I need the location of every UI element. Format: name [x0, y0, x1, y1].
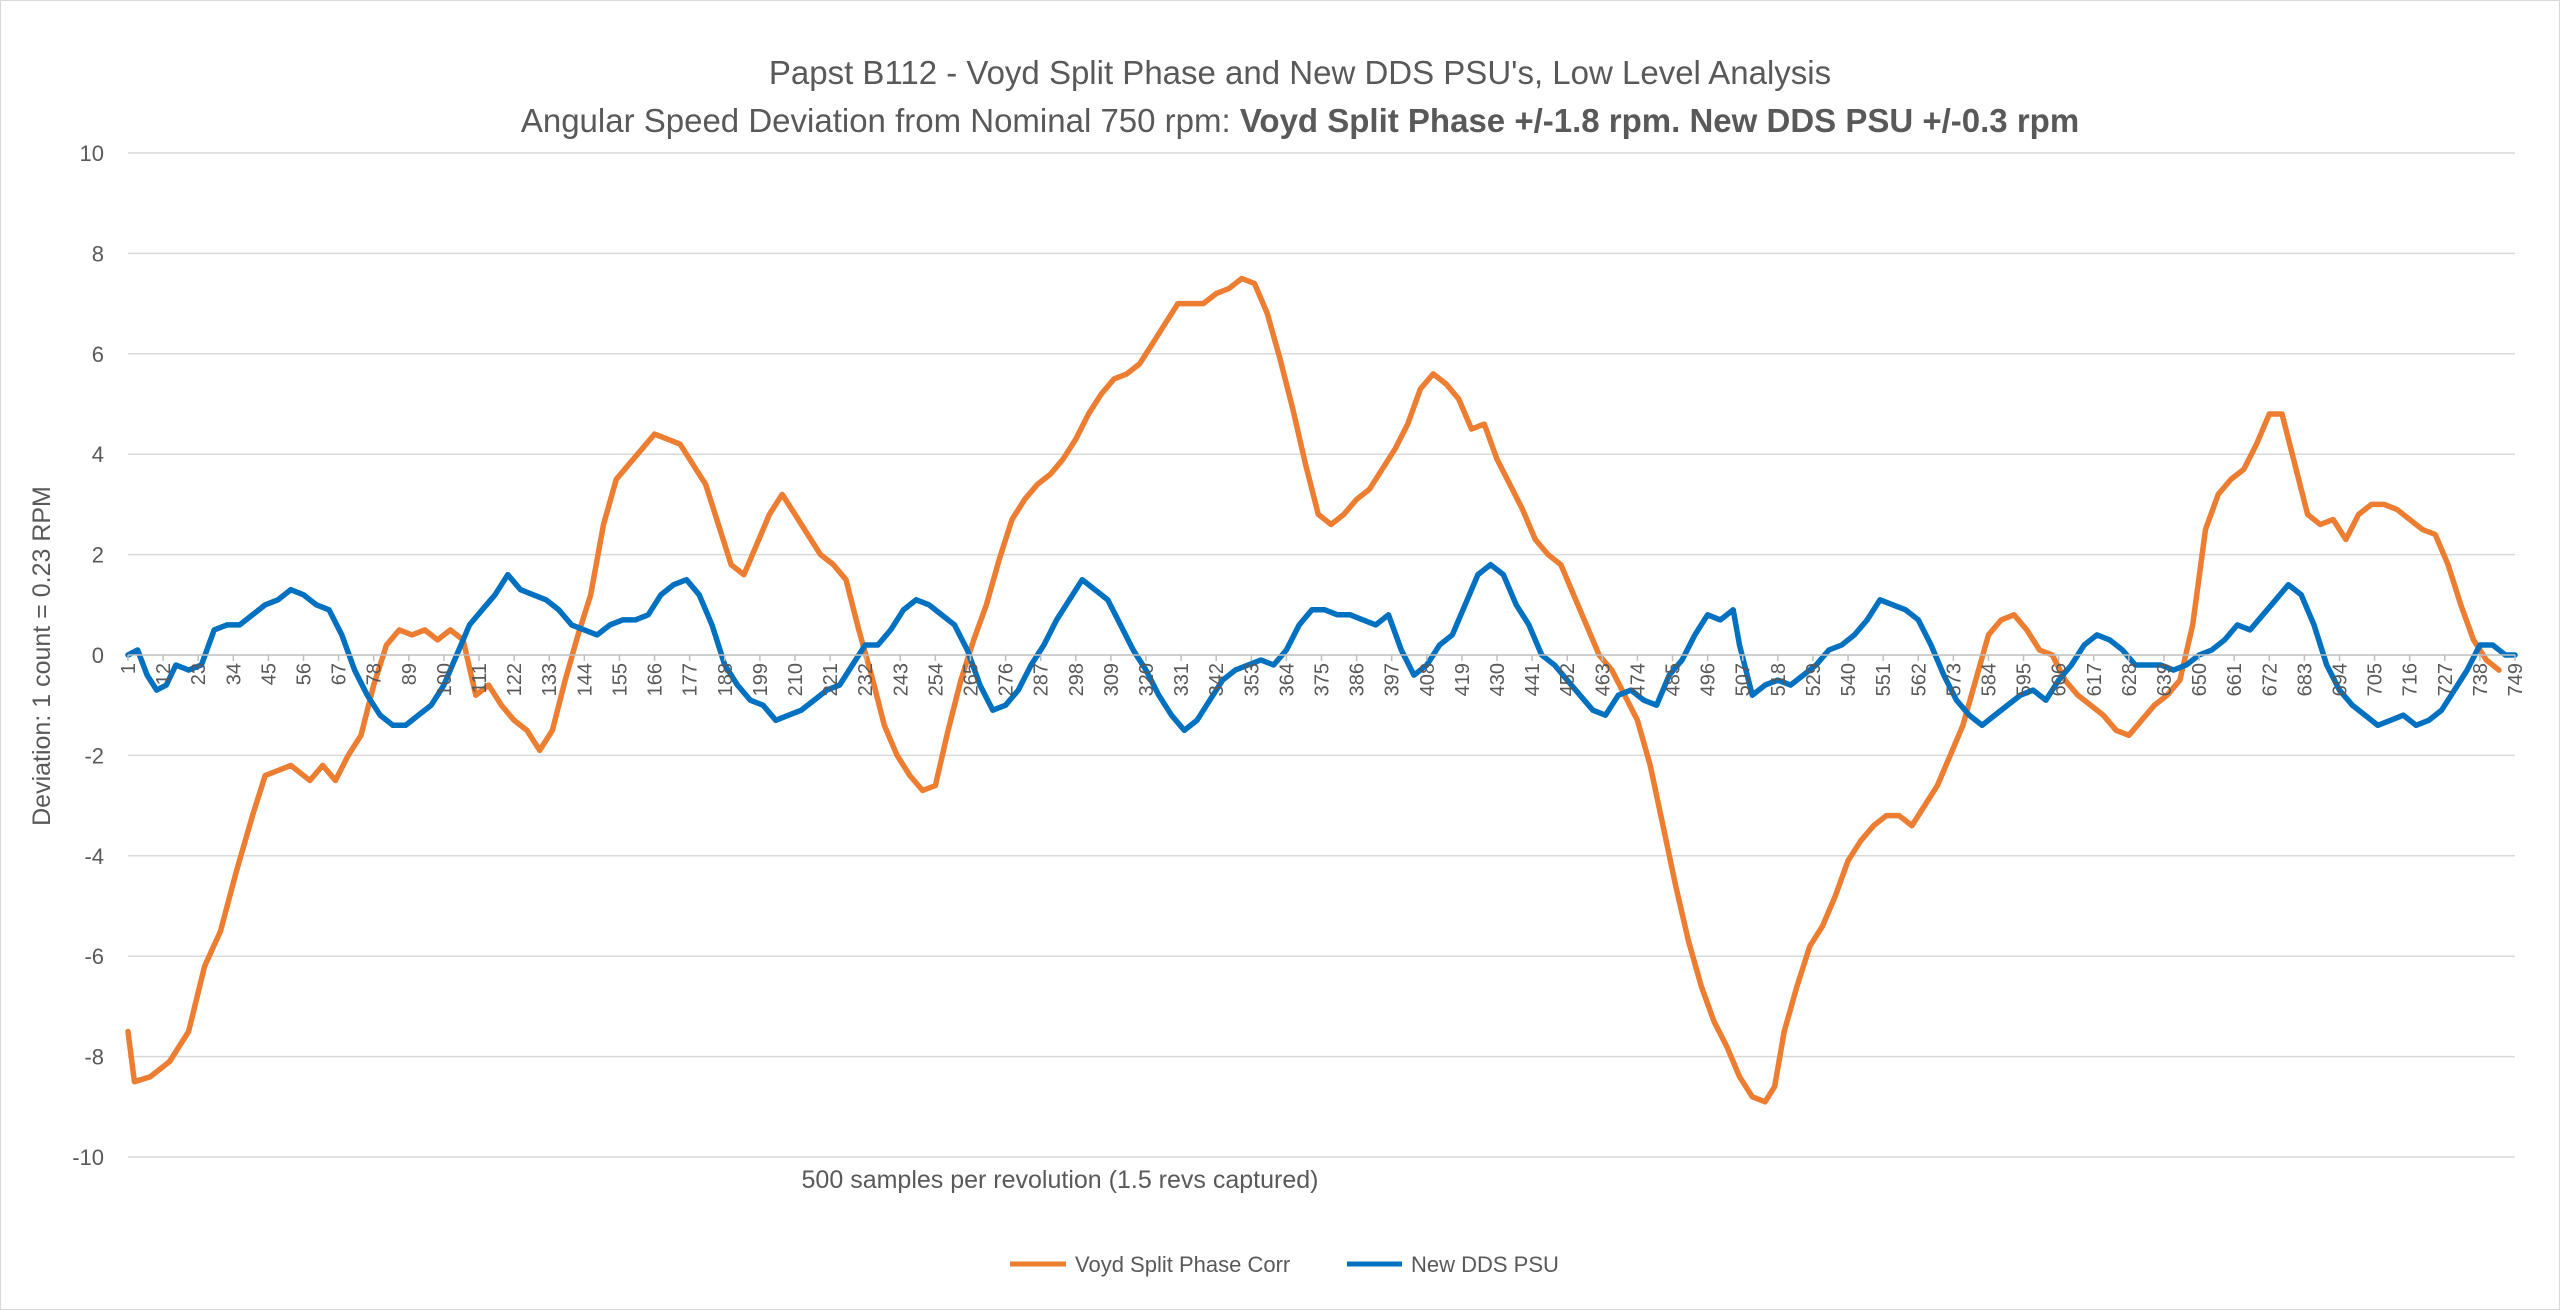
- x-axis-title: 500 samples per revolution (1.5 revs cap…: [802, 1166, 1319, 1194]
- x-tick-label: 188: [715, 663, 737, 696]
- series-layer: [125, 275, 2518, 1105]
- x-tick-label: 419: [1452, 663, 1474, 696]
- gridlines: [128, 152, 2515, 1158]
- x-tick-label: 122: [504, 663, 526, 696]
- x-tick-label: 661: [2224, 663, 2246, 696]
- x-tick-label: 452: [1557, 663, 1579, 696]
- x-tick-label: 155: [609, 663, 631, 696]
- x-tick-label: 738: [2470, 663, 2492, 696]
- y-tick-label: -2: [84, 743, 104, 768]
- x-tick-label: 397: [1382, 663, 1404, 696]
- x-tick-label: 485: [1663, 663, 1685, 696]
- x-tick-label: 716: [2400, 663, 2422, 696]
- x-tick-label: 265: [961, 663, 983, 696]
- chart-title-line2: Angular Speed Deviation from Nominal 750…: [521, 102, 2079, 139]
- x-tick-label: 595: [2014, 663, 2036, 696]
- x-axis-ticks: 1 12 23 34 45 56 67 78 89 100 111 122 133 144 155 166 17…: [118, 655, 2527, 696]
- x-tick-label: 45: [258, 663, 280, 685]
- x-tick-label: 353: [1241, 663, 1263, 696]
- x-tick-label: 386: [1347, 663, 1369, 696]
- x-tick-label: 617: [2084, 663, 2106, 696]
- x-tick-label: 573: [1943, 663, 1965, 696]
- x-tick-label: 749: [2505, 663, 2527, 696]
- x-tick-label: 672: [2259, 663, 2281, 696]
- y-tick-label: -8: [84, 1045, 104, 1070]
- x-tick-label: 320: [1136, 663, 1158, 696]
- x-tick-label: 12: [153, 663, 175, 685]
- x-tick-label: 529: [1803, 663, 1825, 696]
- series-line-0: [125, 275, 2502, 1105]
- legend: Voyd Split Phase Corr New DDS PSU: [1010, 1252, 1559, 1277]
- x-tick-label: 496: [1698, 663, 1720, 696]
- y-tick-label: -10: [72, 1145, 104, 1170]
- x-tick-label: 430: [1487, 663, 1509, 696]
- chart-title: Papst B112 - Voyd Split Phase and New DD…: [521, 54, 2079, 139]
- x-tick-label: 309: [1101, 663, 1123, 696]
- x-tick-label: 342: [1206, 663, 1228, 696]
- x-tick-label: 694: [2330, 663, 2352, 696]
- x-tick-label: 540: [1838, 663, 1860, 696]
- x-tick-label: 463: [1592, 663, 1614, 696]
- x-tick-label: 210: [785, 663, 807, 696]
- y-axis-title: Deviation: 1 count = 0.23 RPM: [28, 486, 56, 826]
- x-tick-label: 166: [645, 663, 667, 696]
- x-tick-label: 144: [574, 663, 596, 696]
- x-tick-label: 518: [1768, 663, 1790, 696]
- x-tick-label: 199: [750, 663, 772, 696]
- x-tick-label: 78: [364, 663, 386, 685]
- chart-title-line2-prefix: Angular Speed Deviation from Nominal 750…: [521, 102, 1240, 139]
- y-tick-label: -6: [84, 944, 104, 969]
- x-tick-label: 474: [1627, 663, 1649, 696]
- x-tick-label: 177: [680, 663, 702, 696]
- series-line-1: [125, 561, 2518, 734]
- x-tick-label: 551: [1873, 663, 1895, 696]
- y-axis-ticks: 10 8 6 4 2 0 -2 -4 -6 -8 -10: [72, 141, 104, 1170]
- x-tick-label: 331: [1171, 663, 1193, 696]
- x-tick-label: 727: [2435, 663, 2457, 696]
- x-tick-label: 639: [2154, 663, 2176, 696]
- y-tick-label: 0: [92, 643, 104, 668]
- x-tick-label: 584: [1979, 663, 2001, 696]
- x-tick-label: 650: [2189, 663, 2211, 696]
- chart-title-line2-bold: Voyd Split Phase +/-1.8 rpm. New DDS PSU…: [1240, 102, 2079, 139]
- x-tick-label: 67: [329, 663, 351, 685]
- x-tick-label: 287: [1031, 663, 1053, 696]
- chart-title-line1: Papst B112 - Voyd Split Phase and New DD…: [769, 54, 1831, 91]
- x-tick-label: 232: [855, 663, 877, 696]
- x-tick-label: 683: [2294, 663, 2316, 696]
- y-tick-label: 2: [92, 543, 104, 568]
- x-tick-label: 705: [2365, 663, 2387, 696]
- y-tick-label: 8: [92, 241, 104, 266]
- x-tick-label: 221: [820, 663, 842, 696]
- x-tick-label: 628: [2119, 663, 2141, 696]
- x-tick-label: 606: [2049, 663, 2071, 696]
- legend-label-voyd: Voyd Split Phase Corr: [1075, 1252, 1290, 1277]
- legend-label-dds: New DDS PSU: [1411, 1252, 1559, 1277]
- x-tick-label: 1: [118, 663, 140, 674]
- x-tick-label: 276: [996, 663, 1018, 696]
- x-tick-label: 254: [925, 663, 947, 696]
- x-tick-label: 100: [434, 663, 456, 696]
- x-tick-label: 111: [469, 663, 491, 693]
- x-tick-label: 34: [223, 663, 245, 685]
- x-tick-label: 562: [1908, 663, 1930, 696]
- x-tick-label: 133: [539, 663, 561, 696]
- x-tick-label: 56: [294, 663, 316, 685]
- y-tick-label: 6: [92, 342, 104, 367]
- x-tick-label: 298: [1066, 663, 1088, 696]
- y-tick-label: 4: [92, 442, 104, 467]
- x-tick-label: 507: [1733, 663, 1755, 696]
- x-tick-label: 408: [1417, 663, 1439, 696]
- x-tick-label: 243: [890, 663, 912, 696]
- y-tick-label: -4: [84, 844, 104, 869]
- x-tick-label: 441: [1522, 663, 1544, 696]
- x-tick-label: 89: [399, 663, 421, 685]
- x-tick-label: 364: [1276, 663, 1298, 696]
- y-tick-label: 10: [80, 141, 104, 166]
- x-tick-label: 375: [1312, 663, 1334, 696]
- x-tick-label: 23: [188, 663, 210, 685]
